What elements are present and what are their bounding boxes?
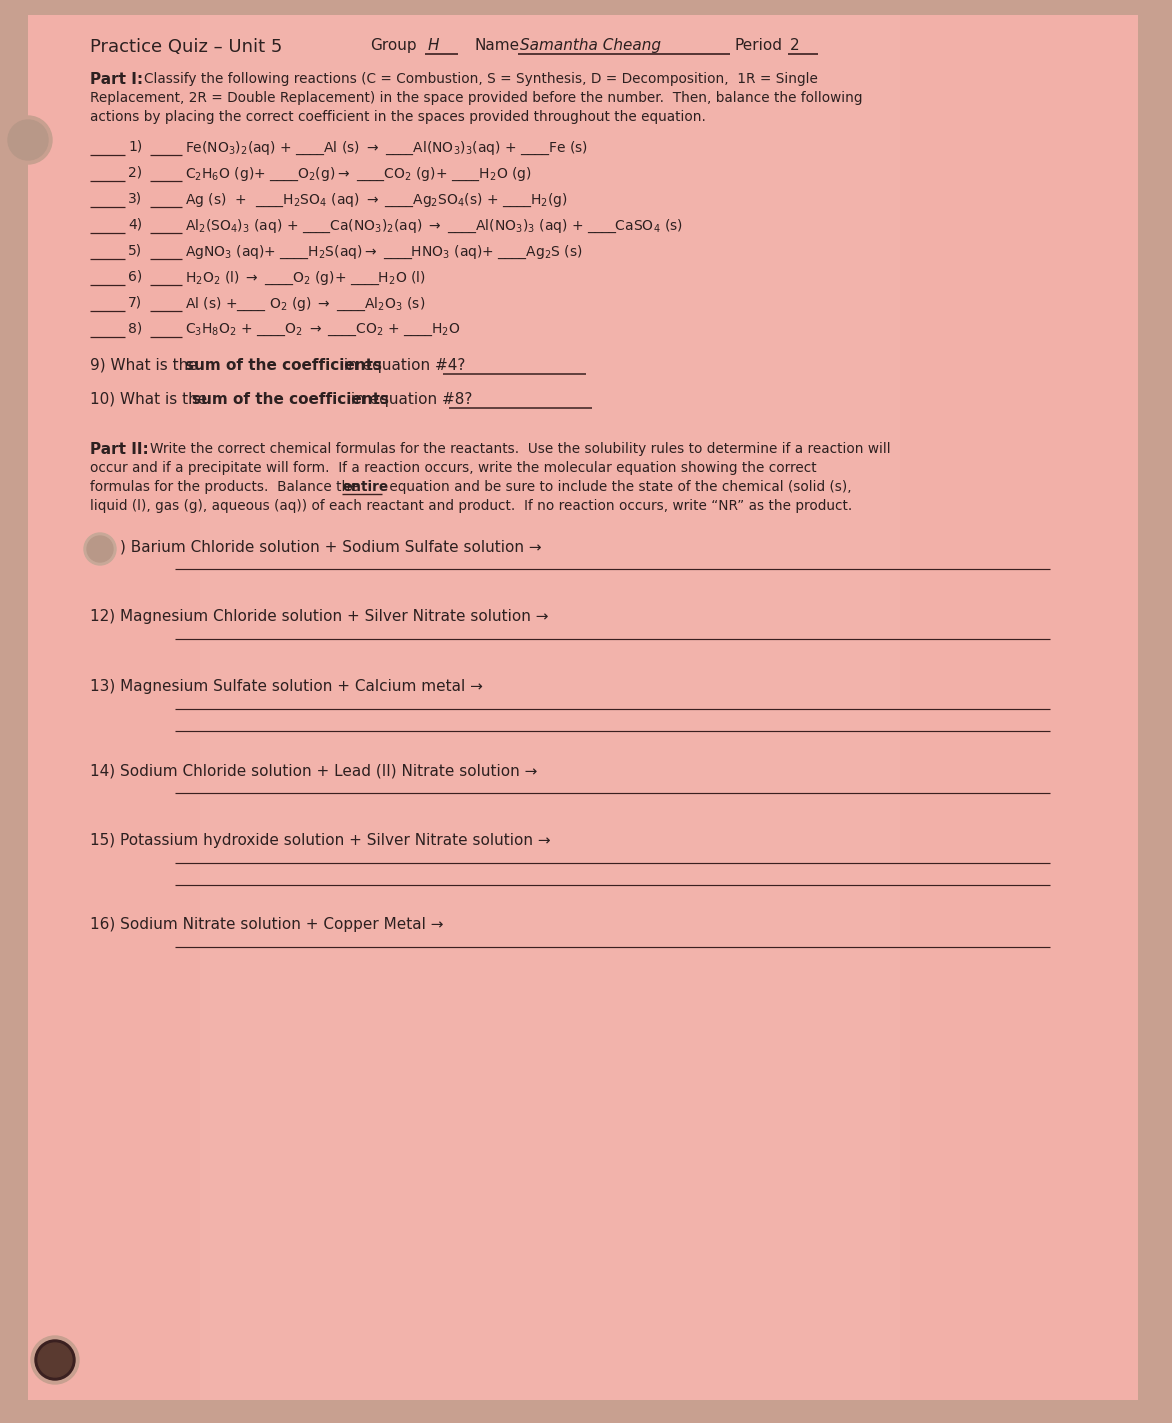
Text: C$_3$H$_8$O$_2$ + ____O$_2$ $\rightarrow$ ____CO$_2$ + ____H$_2$O: C$_3$H$_8$O$_2$ + ____O$_2$ $\rightarrow… — [185, 322, 461, 339]
Text: 12) Magnesium Chloride solution + Silver Nitrate solution →: 12) Magnesium Chloride solution + Silver… — [90, 609, 548, 625]
Text: occur and if a precipitate will form.  If a reaction occurs, write the molecular: occur and if a precipitate will form. If… — [90, 461, 817, 475]
Text: 10) What is the: 10) What is the — [90, 391, 212, 407]
Text: H: H — [428, 38, 440, 53]
Text: actions by placing the correct coefficient in the spaces provided throughout the: actions by placing the correct coefficie… — [90, 110, 706, 124]
Text: entire: entire — [342, 480, 388, 494]
Text: sum of the coefficients: sum of the coefficients — [185, 359, 382, 373]
Text: Practice Quiz – Unit 5: Practice Quiz – Unit 5 — [90, 38, 282, 55]
Text: 13) Magnesium Sulfate solution + Calcium metal →: 13) Magnesium Sulfate solution + Calcium… — [90, 679, 483, 694]
Text: Part II:: Part II: — [90, 443, 149, 457]
Text: Replacement, 2R = Double Replacement) in the space provided before the number.  : Replacement, 2R = Double Replacement) in… — [90, 91, 863, 105]
Text: 16) Sodium Nitrate solution + Copper Metal →: 16) Sodium Nitrate solution + Copper Met… — [90, 916, 443, 932]
Text: in equation #8?: in equation #8? — [346, 391, 472, 407]
Bar — [200, 16, 900, 1400]
Text: 3): 3) — [128, 192, 142, 206]
Text: 7): 7) — [128, 296, 142, 310]
Text: Classify the following reactions (C = Combustion, S = Synthesis, D = Decompositi: Classify the following reactions (C = Co… — [144, 73, 818, 85]
Text: liquid (l), gas (g), aqueous (aq)) of each reactant and product.  If no reaction: liquid (l), gas (g), aqueous (aq)) of ea… — [90, 499, 852, 514]
Text: Fe(NO$_3$)$_2$(aq) + ____Al (s) $\rightarrow$ ____Al(NO$_3$)$_3$(aq) + ____Fe (s: Fe(NO$_3$)$_2$(aq) + ____Al (s) $\righta… — [185, 139, 588, 158]
Text: 5): 5) — [128, 243, 142, 258]
Circle shape — [38, 1343, 71, 1377]
Text: 15) Potassium hydroxide solution + Silver Nitrate solution →: 15) Potassium hydroxide solution + Silve… — [90, 832, 551, 848]
Text: Write the correct chemical formulas for the reactants.  Use the solubility rules: Write the correct chemical formulas for … — [150, 443, 891, 455]
Text: 9) What is the: 9) What is the — [90, 359, 203, 373]
Text: Samantha Cheang: Samantha Cheang — [520, 38, 661, 53]
Text: H$_2$O$_2$ (l) $\rightarrow$ ____O$_2$ (g)+ ____H$_2$O (l): H$_2$O$_2$ (l) $\rightarrow$ ____O$_2$ (… — [185, 270, 425, 287]
Text: C$_2$H$_6$O (g)+ ____O$_2$(g)$\rightarrow$ ____CO$_2$ (g)+ ____H$_2$O (g): C$_2$H$_6$O (g)+ ____O$_2$(g)$\rightarro… — [185, 166, 532, 184]
Text: equation and be sure to include the state of the chemical (solid (s),: equation and be sure to include the stat… — [384, 480, 852, 494]
Text: 8): 8) — [128, 322, 142, 336]
Circle shape — [8, 120, 48, 159]
Text: AgNO$_3$ (aq)+ ____H$_2$S(aq)$\rightarrow$ ____HNO$_3$ (aq)+ ____Ag$_2$S (s): AgNO$_3$ (aq)+ ____H$_2$S(aq)$\rightarro… — [185, 243, 582, 262]
Text: Ag (s)  +  ____H$_2$SO$_4$ (aq) $\rightarrow$ ____Ag$_2$SO$_4$(s) + ____H$_2$(g): Ag (s) + ____H$_2$SO$_4$ (aq) $\rightarr… — [185, 192, 567, 209]
Circle shape — [84, 534, 116, 565]
Text: 14) Sodium Chloride solution + Lead (II) Nitrate solution →: 14) Sodium Chloride solution + Lead (II)… — [90, 763, 538, 778]
Text: sum of the coefficients: sum of the coefficients — [191, 391, 389, 407]
Circle shape — [4, 117, 52, 164]
Circle shape — [35, 1340, 75, 1380]
Text: in equation #4?: in equation #4? — [340, 359, 465, 373]
Text: 2): 2) — [128, 166, 142, 179]
Text: 4): 4) — [128, 218, 142, 232]
Circle shape — [87, 536, 113, 562]
Circle shape — [30, 1336, 79, 1385]
Text: ) Barium Chloride solution + Sodium Sulfate solution →: ) Barium Chloride solution + Sodium Sulf… — [120, 539, 541, 554]
Text: Group: Group — [370, 38, 416, 53]
Text: Part I:: Part I: — [90, 73, 143, 87]
Text: Period: Period — [735, 38, 783, 53]
Text: 6): 6) — [128, 270, 142, 285]
Text: 1): 1) — [128, 139, 142, 154]
Text: Name: Name — [475, 38, 520, 53]
Text: 2: 2 — [790, 38, 799, 53]
Text: Al$_2$(SO$_4$)$_3$ (aq) + ____Ca(NO$_3$)$_2$(aq) $\rightarrow$ ____Al(NO$_3$)$_3: Al$_2$(SO$_4$)$_3$ (aq) + ____Ca(NO$_3$)… — [185, 218, 683, 235]
Text: Al (s) +____ O$_2$ (g) $\rightarrow$ ____Al$_2$O$_3$ (s): Al (s) +____ O$_2$ (g) $\rightarrow$ ___… — [185, 296, 425, 313]
Text: formulas for the products.  Balance the: formulas for the products. Balance the — [90, 480, 363, 494]
